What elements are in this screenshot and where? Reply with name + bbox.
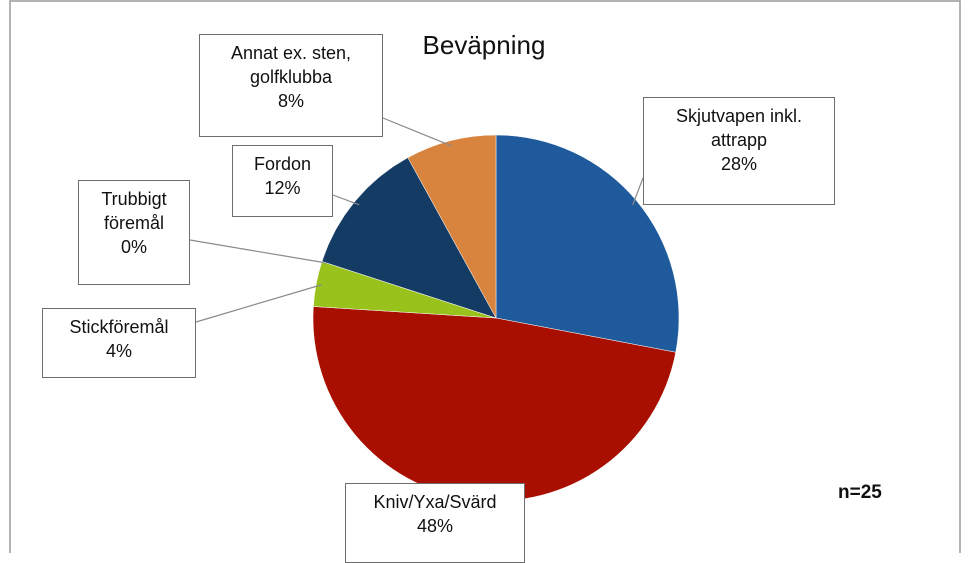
leader-line <box>189 239 328 264</box>
slice-label: Trubbigt föremål 0% <box>78 180 190 285</box>
value-label: 8% <box>277 91 304 111</box>
leader-line <box>332 194 360 206</box>
category-label: Annat ex. sten, golfklubba <box>230 43 352 87</box>
pie-slice <box>407 134 497 319</box>
slice-label: Annat ex. sten, golfklubba 8% <box>199 34 383 137</box>
slice-label: Kniv/Yxa/Svärd 48% <box>345 483 525 563</box>
category-label: Trubbigt föremål <box>101 189 167 233</box>
category-label: Kniv/Yxa/Svärd <box>373 492 497 512</box>
category-label: Skjutvapen inkl. attrapp <box>675 106 803 150</box>
value-label: 12% <box>264 178 301 198</box>
slice-label: Stickföremål 4% <box>42 308 196 378</box>
leader-line <box>632 177 644 206</box>
annotation: n=25 <box>838 482 882 503</box>
slice-label: Fordon 12% <box>232 145 333 217</box>
pie-slice <box>495 134 680 353</box>
leader-line <box>195 284 322 323</box>
pie-slice <box>321 157 497 319</box>
value-label: 48% <box>416 516 454 536</box>
category-label: Fordon <box>253 154 312 174</box>
slice-label: Skjutvapen inkl. attrapp 28% <box>643 97 835 205</box>
chart-title: Beväpning <box>422 30 546 60</box>
category-label: Stickföremål <box>69 317 169 337</box>
value-label: 28% <box>720 154 758 174</box>
value-label: 0% <box>120 237 147 257</box>
chart-frame <box>9 0 961 553</box>
value-label: 4% <box>105 341 132 361</box>
leader-line <box>382 117 453 147</box>
